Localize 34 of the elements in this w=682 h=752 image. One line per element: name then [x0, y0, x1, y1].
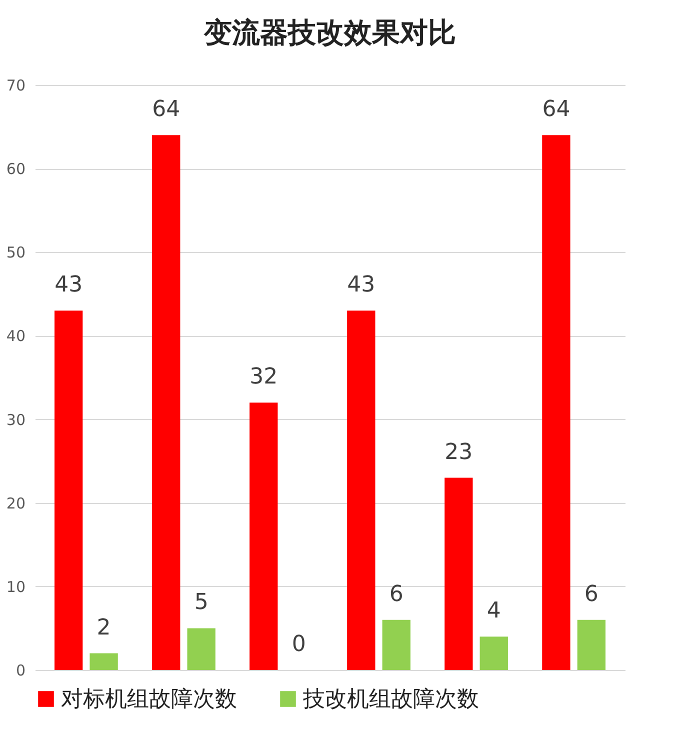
- data-label: 64: [542, 97, 570, 122]
- y-tick-label: 40: [6, 327, 26, 346]
- bar: [90, 653, 118, 670]
- bar: [577, 620, 606, 670]
- data-label: 43: [54, 272, 83, 298]
- y-tick-label: 20: [6, 494, 26, 512]
- data-label: 23: [444, 440, 473, 465]
- bar: [444, 478, 473, 670]
- bar: [152, 135, 180, 670]
- y-tick-label: 30: [6, 410, 26, 429]
- legend-label: 技改机组故障次数: [302, 687, 479, 712]
- data-label: 43: [347, 272, 376, 298]
- legend-label: 对标机组故障次数: [61, 687, 237, 712]
- y-tick-label: 70: [6, 76, 26, 94]
- data-label: 32: [250, 364, 278, 390]
- data-label: 2: [96, 615, 111, 640]
- chart-title: 变流器技改效果对比: [203, 16, 456, 49]
- data-label: 6: [389, 582, 404, 607]
- data-label: 4: [486, 598, 501, 624]
- bar: [187, 628, 216, 670]
- y-tick-label: 10: [6, 578, 26, 596]
- bar: [347, 310, 376, 670]
- bar: [54, 310, 83, 670]
- data-label: 0: [292, 632, 306, 657]
- y-tick-label: 50: [6, 244, 26, 262]
- data-label: 6: [584, 582, 598, 607]
- y-tick-label: 60: [6, 160, 26, 178]
- bar: [250, 402, 278, 670]
- y-tick-label: 0: [16, 662, 26, 680]
- data-label: 5: [194, 590, 208, 616]
- bar: [480, 636, 508, 670]
- data-label: 64: [152, 97, 180, 122]
- bar: [382, 620, 410, 670]
- bar: [542, 135, 570, 670]
